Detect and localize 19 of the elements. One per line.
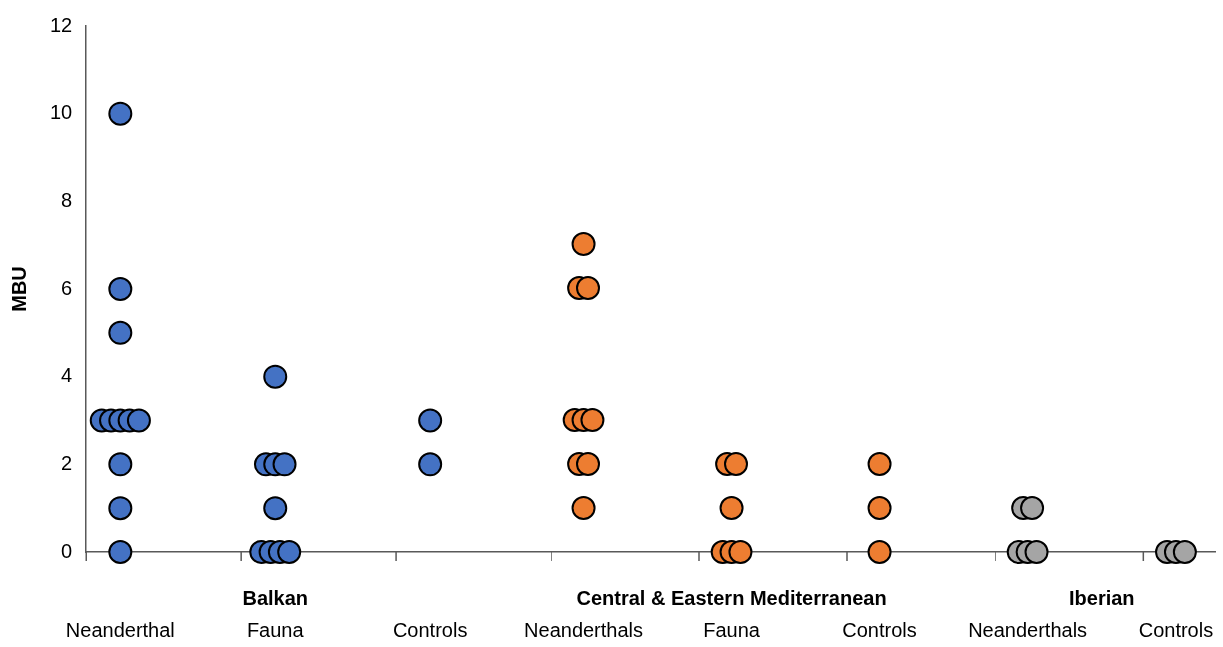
y-tick-label: 10 <box>50 101 73 124</box>
x-axis-title: Iberian <box>1069 586 1135 609</box>
y-tick-label: 2 <box>61 451 73 474</box>
x-tick-label: Fauna <box>703 619 760 641</box>
y-tick-label: 4 <box>61 364 73 387</box>
x-tick-label: Neanderthals <box>968 619 1088 641</box>
x-tick-label: Fauna <box>246 619 304 641</box>
x-tick-label: Controls <box>392 619 468 641</box>
x-tick-label: Controls <box>842 619 917 641</box>
y-tick-label: 12 <box>50 13 73 36</box>
x-axis-title: Balkan <box>242 586 309 609</box>
y-axis-title: MBU <box>7 266 30 312</box>
y-tick-label: 6 <box>61 276 73 299</box>
x-tick-label: Neanderthals <box>524 619 644 641</box>
y-tick-label: 0 <box>61 539 73 562</box>
y-tick-label: 8 <box>61 188 73 211</box>
x-tick-label: Neanderthal <box>65 619 175 641</box>
x-axis-title: Central & Eastern Mediterranean <box>576 586 887 609</box>
x-tick-label: Controls <box>1138 619 1214 641</box>
